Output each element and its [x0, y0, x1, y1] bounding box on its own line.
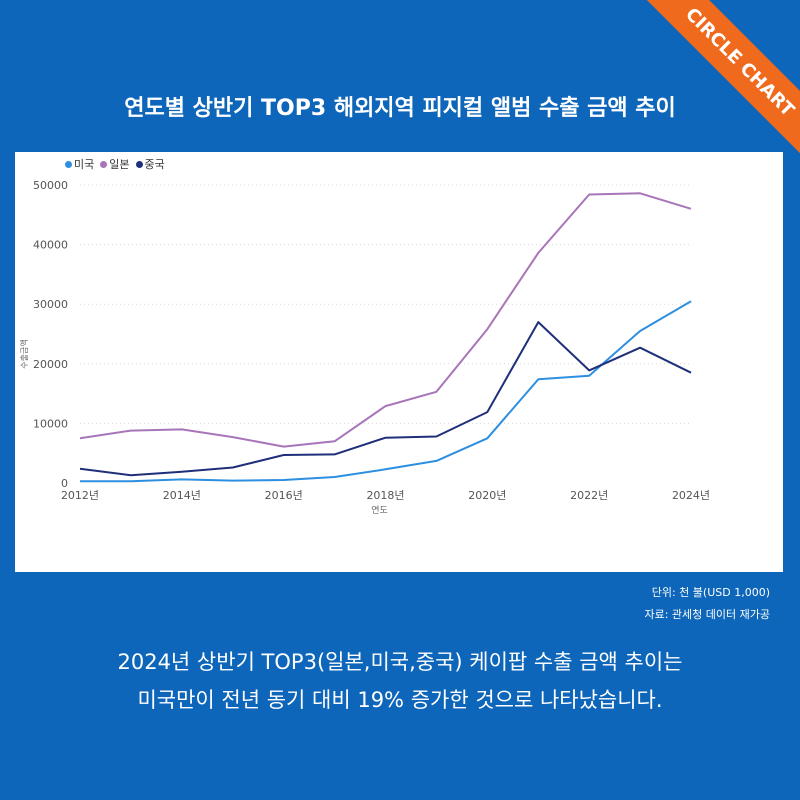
y-tick-label: 40000: [33, 239, 68, 252]
chart-panel: 미국 일본 중국 0 10000 20000 30000 40000 50000 2012년 20…: [15, 152, 783, 572]
y-tick-label: 10000: [33, 417, 68, 430]
legend-item: 미국: [65, 156, 94, 172]
y-tick-label: 30000: [33, 298, 68, 311]
y-tick-label: 20000: [33, 358, 68, 371]
x-tick-label: 2018년: [366, 489, 404, 502]
x-tick-label: 2024년: [672, 489, 710, 502]
legend-marker: [135, 160, 143, 168]
x-axis-title: 연도: [371, 505, 388, 516]
y-tick-label: 50000: [33, 179, 68, 192]
legend-item: 일본: [100, 156, 130, 172]
legend-marker: [65, 160, 72, 168]
y-axis-title: 수출금액: [19, 339, 29, 368]
unit-note: 단위: 천 불(USD 1,000): [651, 586, 770, 599]
legend-marker: [100, 160, 108, 168]
series-line-중국: [79, 321, 692, 477]
series-line-일본: [79, 192, 692, 448]
legend-item: 중국: [135, 156, 165, 172]
chart-title: 연도별 상반기 TOP3 해외지역 피지컬 앨범 수출 금액 추이: [124, 96, 676, 121]
series-line-미국: [80, 300, 692, 483]
x-tick-label: 2020년: [468, 489, 506, 502]
x-tick-label: 2014년: [163, 489, 201, 502]
legend-label: 중국: [144, 158, 165, 171]
line-chart: 0 10000 20000 30000 40000 50000 2012년 2014년 2016…: [19, 179, 710, 516]
legend-label: 일본: [109, 158, 130, 171]
caption-line-2: 미국만이 전년 동기 대비 19% 증가한 것으로 나타났습니다.: [137, 688, 663, 712]
x-tick-label: 2016년: [265, 489, 303, 502]
x-tick-label: 2012년: [61, 489, 99, 502]
caption-line-1: 2024년 상반기 TOP3(일본,미국,중국) 케이팝 수출 금액 추이는: [117, 650, 683, 674]
chart-legend: 미국 일본 중국: [65, 156, 165, 172]
y-tick-label: 0: [61, 477, 68, 490]
brand-ribbon: CIRCLE CHART: [632, 0, 800, 170]
source-note: 자료: 관세청 데이터 재가공: [644, 608, 770, 621]
x-tick-label: 2022년: [570, 489, 608, 502]
legend-label: 미국: [74, 158, 95, 171]
